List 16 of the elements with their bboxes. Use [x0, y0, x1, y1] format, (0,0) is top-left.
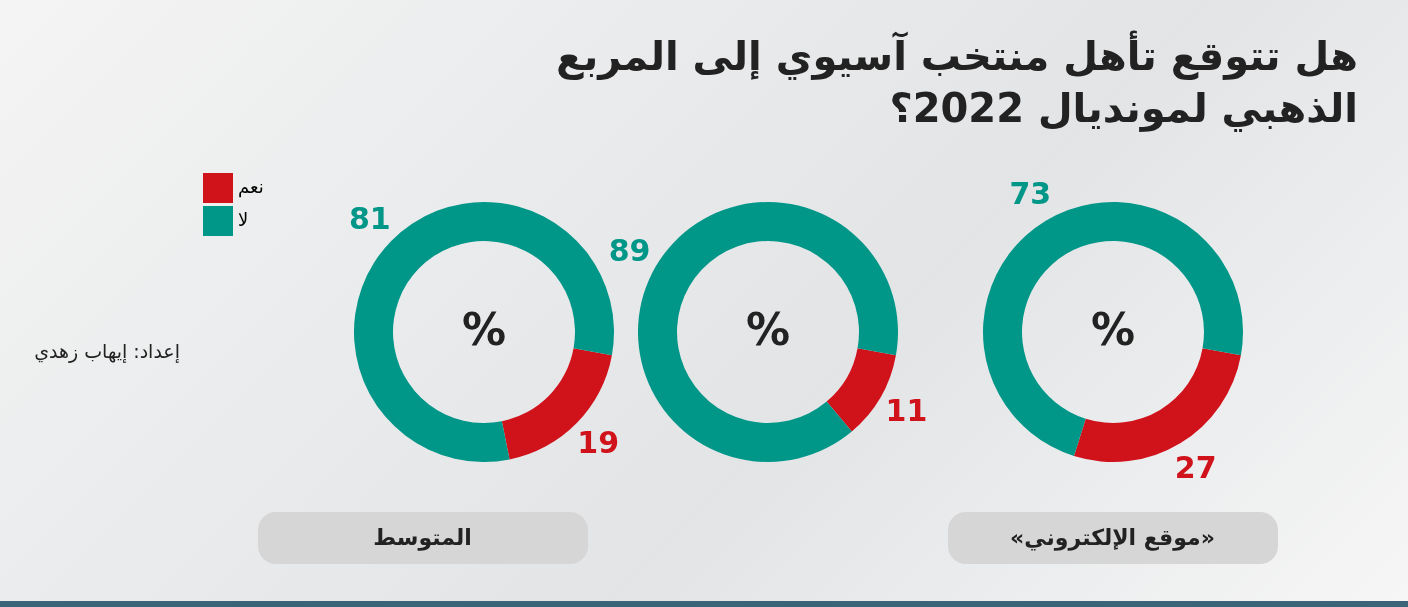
text: %	[1090, 304, 1135, 355]
data-label: 81	[348, 200, 391, 236]
data-label: 73	[1008, 176, 1051, 212]
text: المتوسط	[257, 512, 588, 564]
text: هل تتوقع تأهل منتخب آسيوي إلى المربع الذهبي لمونديال 2022؟	[554, 30, 1358, 134]
donut-slice	[982, 202, 1243, 457]
legend-label: نعم	[237, 176, 264, 198]
text: «موقع الإلكتروني»	[947, 512, 1278, 564]
data-label: 89	[608, 232, 650, 268]
data-label: 27	[1174, 449, 1217, 485]
data-label: 11	[885, 393, 927, 429]
legend-label: لا	[237, 209, 248, 230]
data-label: 19	[576, 425, 619, 461]
text: %	[461, 304, 506, 355]
text: %	[745, 304, 790, 355]
text: إعداد: إيهاب زهدي	[33, 340, 180, 362]
